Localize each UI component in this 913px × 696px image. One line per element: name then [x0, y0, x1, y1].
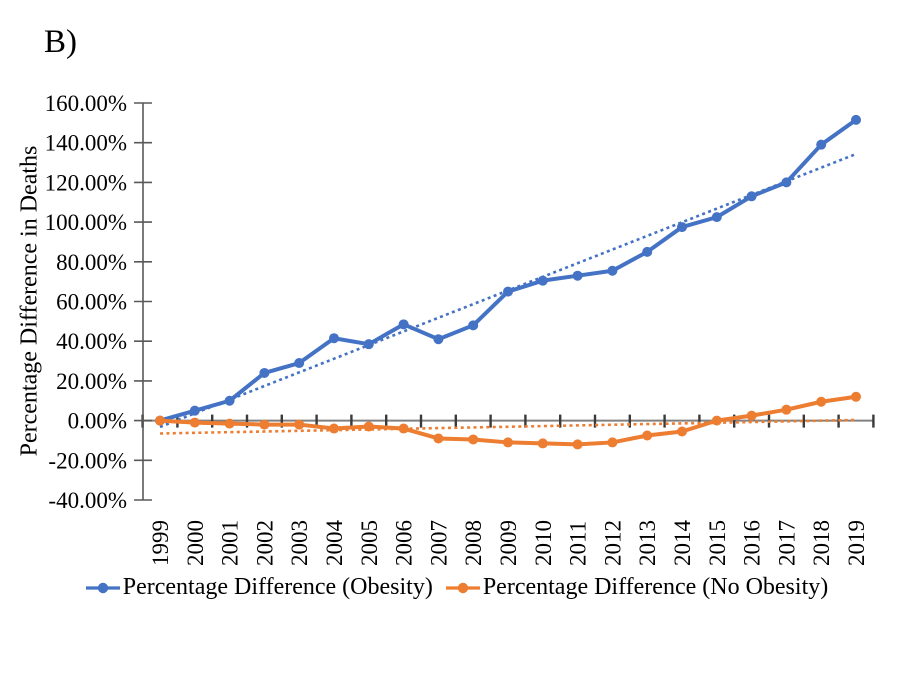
series-marker-no-obesity: [607, 437, 618, 448]
series-marker-no-obesity: [398, 423, 409, 434]
x-tick-label: 2012: [600, 520, 625, 566]
x-tick-label: 2016: [740, 520, 765, 566]
y-tick-label: 140.00%: [45, 131, 127, 156]
legend-item-no-obesity: Percentage Difference (No Obesity): [445, 574, 828, 601]
x-tick-label: 2018: [809, 520, 834, 566]
series-marker-obesity: [572, 270, 583, 281]
series-marker-no-obesity: [294, 419, 305, 430]
series-marker-obesity: [746, 191, 757, 202]
series-marker-obesity: [329, 333, 339, 344]
series-marker-no-obesity: [259, 419, 270, 430]
series-marker-no-obesity: [537, 438, 548, 449]
series-marker-no-obesity: [503, 437, 513, 448]
x-tick-label: 2003: [287, 520, 312, 566]
panel-label: B): [44, 24, 77, 60]
series-marker-no-obesity: [642, 430, 653, 441]
x-tick-label: 2000: [183, 520, 208, 566]
x-tick-label: 2014: [670, 520, 695, 567]
x-tick-label: 2010: [531, 520, 556, 566]
series-marker-obesity: [607, 265, 618, 276]
x-tick-label: 2013: [635, 520, 660, 566]
x-tick-label: 2002: [252, 520, 277, 566]
x-tick-label: 2007: [426, 520, 451, 566]
series-marker-no-obesity: [468, 434, 479, 445]
x-tick-label: 2008: [461, 520, 486, 566]
y-tick-label: 120.00%: [45, 170, 127, 195]
legend-marker-obesity-icon: [85, 582, 120, 593]
y-tick-label: 100.00%: [45, 210, 127, 235]
legend-dot-no-obesity: [457, 582, 469, 593]
x-tick-label: 2015: [705, 520, 730, 566]
series-marker-obesity: [851, 114, 861, 125]
series-marker-obesity: [677, 222, 687, 233]
x-tick-label: 2019: [844, 520, 869, 566]
series-marker-obesity: [398, 319, 409, 330]
series-marker-no-obesity: [329, 423, 339, 434]
y-tick-label: -40.00%: [48, 488, 127, 513]
y-tick-label: 0.00%: [68, 409, 127, 434]
series-marker-obesity: [468, 320, 479, 331]
y-tick-label: 20.00%: [56, 369, 127, 394]
legend: Percentage Difference (Obesity) Percenta…: [0, 574, 913, 601]
series-marker-no-obesity: [433, 433, 444, 444]
legend-dot-obesity: [97, 582, 108, 593]
x-tick-label: 1999: [148, 520, 173, 566]
x-tick-label: 2009: [496, 520, 521, 566]
y-tick-label: 60.00%: [56, 290, 127, 315]
series-marker-no-obesity: [363, 421, 374, 432]
series-marker-obesity: [189, 405, 200, 416]
line-chart: 160.00% 140.00% 120.00% 100.00% 80.00% 60.00%…: [45, 91, 875, 567]
series-marker-obesity: [781, 177, 792, 188]
series-marker-no-obesity: [224, 418, 235, 429]
series-marker-obesity: [642, 246, 653, 257]
legend-item-obesity: Percentage Difference (Obesity): [85, 574, 433, 601]
series-marker-obesity: [816, 139, 827, 150]
x-tick-label: 2017: [774, 520, 799, 566]
series-marker-no-obesity: [851, 391, 861, 402]
series-marker-obesity: [503, 286, 513, 297]
series-marker-obesity: [433, 334, 444, 345]
legend-marker-no-obesity-icon: [445, 582, 480, 593]
x-tick-label: 2001: [218, 520, 243, 566]
series-marker-no-obesity: [711, 415, 722, 426]
series-marker-no-obesity: [155, 415, 165, 426]
trendline-no-obesity: [159, 418, 857, 435]
series-marker-no-obesity: [781, 404, 792, 415]
series-marker-no-obesity: [572, 439, 583, 450]
series-marker-no-obesity: [746, 410, 757, 421]
series-marker-no-obesity: [816, 396, 827, 407]
series-marker-obesity: [294, 358, 305, 369]
series-marker-obesity: [224, 395, 235, 406]
series-marker-obesity: [363, 339, 374, 350]
series-marker-no-obesity: [677, 426, 687, 437]
legend-label-no-obesity: Percentage Difference (No Obesity): [482, 574, 829, 600]
x-tick-label: 2011: [566, 521, 591, 566]
x-tick-label: 2006: [392, 520, 417, 566]
y-tick-label: 40.00%: [56, 329, 127, 354]
series-marker-obesity: [259, 367, 270, 378]
y-tick-label: 80.00%: [56, 250, 127, 275]
x-tick-label: 2004: [322, 520, 347, 567]
series-marker-obesity: [537, 275, 548, 286]
series-marker-obesity: [711, 212, 722, 223]
legend-label-obesity: Percentage Difference (Obesity): [122, 574, 433, 600]
x-tick-label: 2005: [357, 520, 382, 566]
series-marker-no-obesity: [189, 417, 200, 428]
y-tick-label: -20.00%: [48, 448, 127, 473]
y-tick-label: 160.00%: [45, 91, 127, 116]
